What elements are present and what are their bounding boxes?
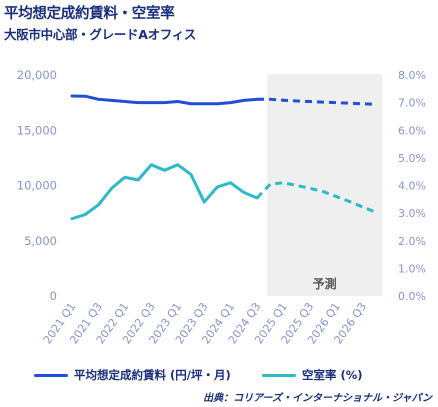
y-axis-right: 0.0% 1.0% 2.0% 3.0% 4.0% 5.0% 6.0% 7.0% 8.0% (398, 69, 426, 303)
legend-item-rent: 平均想定成約賃料 (円/坪・月) (34, 367, 231, 383)
legend-label-rent: 平均想定成約賃料 (円/坪・月) (74, 368, 231, 382)
y-left-tick-label: 0 (50, 289, 57, 303)
chart-subtitle: 大阪市中心部・グレードAオフィス (4, 27, 197, 42)
y-left-tick-label: 10,000 (17, 179, 57, 193)
forecast-region (267, 74, 382, 296)
y-right-tick-label: 4.0% (398, 180, 426, 193)
legend-item-vacancy: 空室率 (%) (262, 367, 363, 383)
rent-line-forecast (257, 97, 377, 106)
legend-label-vacancy: 空室率 (%) (302, 368, 363, 382)
y-right-tick-label: 5.0% (398, 152, 426, 165)
y-left-tick-label: 20,000 (17, 68, 57, 82)
legend-swatch-vacancy (262, 373, 296, 377)
legend-swatch-rent (34, 373, 68, 377)
y-right-tick-label: 6.0% (398, 124, 426, 137)
y-left-tick-label: 15,000 (17, 123, 57, 137)
y-right-tick-label: 8.0% (398, 69, 426, 82)
y-right-tick-label: 3.0% (398, 207, 426, 220)
vacancy-line-actual (70, 163, 259, 221)
vacancy-line-forecast (255, 181, 377, 214)
y-right-tick-label: 7.0% (398, 97, 426, 110)
rent-line-actual (70, 94, 259, 106)
y-axis-left: 0 5,000 10,000 15,000 20,000 (17, 68, 57, 303)
series-layer (70, 94, 377, 221)
legend: 平均想定成約賃料 (円/坪・月) 空室率 (%) (0, 367, 438, 383)
y-left-tick-label: 5,000 (24, 234, 57, 248)
y-right-tick-label: 0.0% (398, 290, 426, 303)
forecast-label: 予測 (313, 276, 337, 291)
chart-title: 平均想定成約賃料・空室率 (4, 6, 175, 22)
y-right-tick-label: 2.0% (398, 235, 426, 248)
chart-svg: 予測 0 5,000 10,000 15,000 20,000 0.0% 1.0% 2.0%… (17, 68, 426, 346)
y-right-tick-label: 1.0% (398, 262, 426, 275)
source-note: 出典：コリアーズ・インターナショナル・ジャパン (203, 393, 432, 404)
